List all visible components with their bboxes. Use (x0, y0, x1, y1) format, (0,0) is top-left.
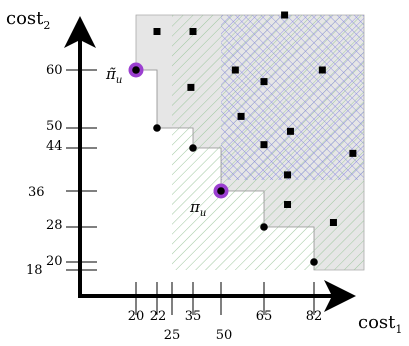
y-tick-label: 50 (46, 119, 63, 134)
dominated-point (318, 66, 326, 74)
dominated-point (260, 141, 268, 149)
x-axis-label: cost1 (358, 312, 402, 336)
dominated-point (349, 149, 357, 157)
x-tick-label: 22 (150, 309, 167, 324)
y-tick-labels: 60 50 44 36 28 18 20 (26, 63, 63, 278)
pareto-point (310, 258, 318, 266)
x-tick-label: 25 (164, 328, 181, 343)
x-tick-label: 35 (185, 309, 202, 324)
dominated-point (281, 11, 289, 19)
dominated-point (189, 28, 197, 35)
pareto-point (217, 187, 225, 195)
pareto-point (132, 66, 140, 74)
dominated-point (187, 83, 195, 91)
pareto-point (260, 223, 268, 231)
y-axis-label: cost2 (6, 8, 50, 32)
pareto-point (153, 124, 161, 132)
pareto-points (128, 62, 318, 266)
pareto-point (189, 144, 197, 152)
dominance-regions (135, 14, 365, 271)
y-tick-label: 60 (46, 63, 63, 78)
y-tick-label: 36 (28, 185, 45, 200)
blue-crosshatch-region (221, 15, 364, 180)
x-tick-label: 82 (306, 309, 323, 324)
y-tick-label: 18 (26, 263, 43, 278)
dominated-point (284, 201, 292, 208)
pareto-staircase (136, 69, 315, 270)
dominated-point (231, 66, 239, 74)
dominated-point (329, 219, 337, 226)
dominated-point (260, 78, 268, 86)
x-tick-label: 65 (256, 309, 273, 324)
dominated-point (284, 171, 292, 179)
y-tick-label: 20 (46, 254, 63, 269)
x-tick-marks (135, 282, 315, 315)
dominated-point (237, 112, 245, 120)
dominated-point (153, 28, 161, 35)
pi-label: πu (189, 198, 206, 219)
x-tick-label: 50 (216, 328, 233, 343)
x-tick-label: 20 (128, 309, 145, 324)
dominated-point (286, 127, 294, 135)
pi-tilde-label: π̃u (105, 65, 122, 86)
green-hatch-lower (172, 128, 314, 270)
dominated-points (153, 11, 357, 226)
y-tick-label: 28 (46, 218, 63, 233)
x-tick-labels: 20 22 35 65 82 25 50 (128, 309, 323, 343)
y-tick-label: 44 (46, 139, 63, 154)
